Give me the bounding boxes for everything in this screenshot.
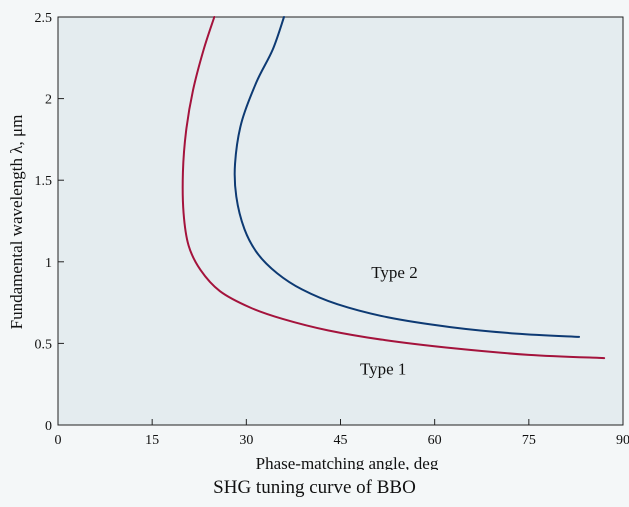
y-tick-label: 2.5 xyxy=(35,11,53,26)
y-tick-label: 0.5 xyxy=(35,337,53,352)
y-tick-label: 2 xyxy=(45,93,52,108)
type-1-series-line xyxy=(181,16,606,360)
type-2-series-line xyxy=(233,16,581,338)
y-tick-label: 1.5 xyxy=(35,174,53,189)
x-tick-label: 15 xyxy=(145,433,159,448)
x-tick-label: 60 xyxy=(428,433,442,448)
y-tick-label: 0 xyxy=(45,419,52,434)
x-tick-label: 90 xyxy=(616,433,629,448)
y-tick-label: 1 xyxy=(45,256,52,271)
x-tick-label: 30 xyxy=(239,433,253,448)
series-annotation-label: Type 1 xyxy=(360,359,407,378)
tuning-curve-chart: 0 15 30 45 60 75 90 0 0.5 1 1.5 2 2.5 Type 2 Type 1 P… xyxy=(7,11,629,470)
figure-caption: SHG tuning curve of BBO xyxy=(213,477,416,498)
x-axis-label: Phase-matching angle, deg xyxy=(256,454,439,470)
y-axis-label: Fundamental wavelength λ, μm xyxy=(7,115,26,330)
series-annotation-label: Type 2 xyxy=(371,263,418,282)
x-tick-label: 0 xyxy=(55,433,62,448)
x-tick-label: 75 xyxy=(522,433,536,448)
x-tick-label: 45 xyxy=(334,433,348,448)
plot-area xyxy=(57,16,624,426)
